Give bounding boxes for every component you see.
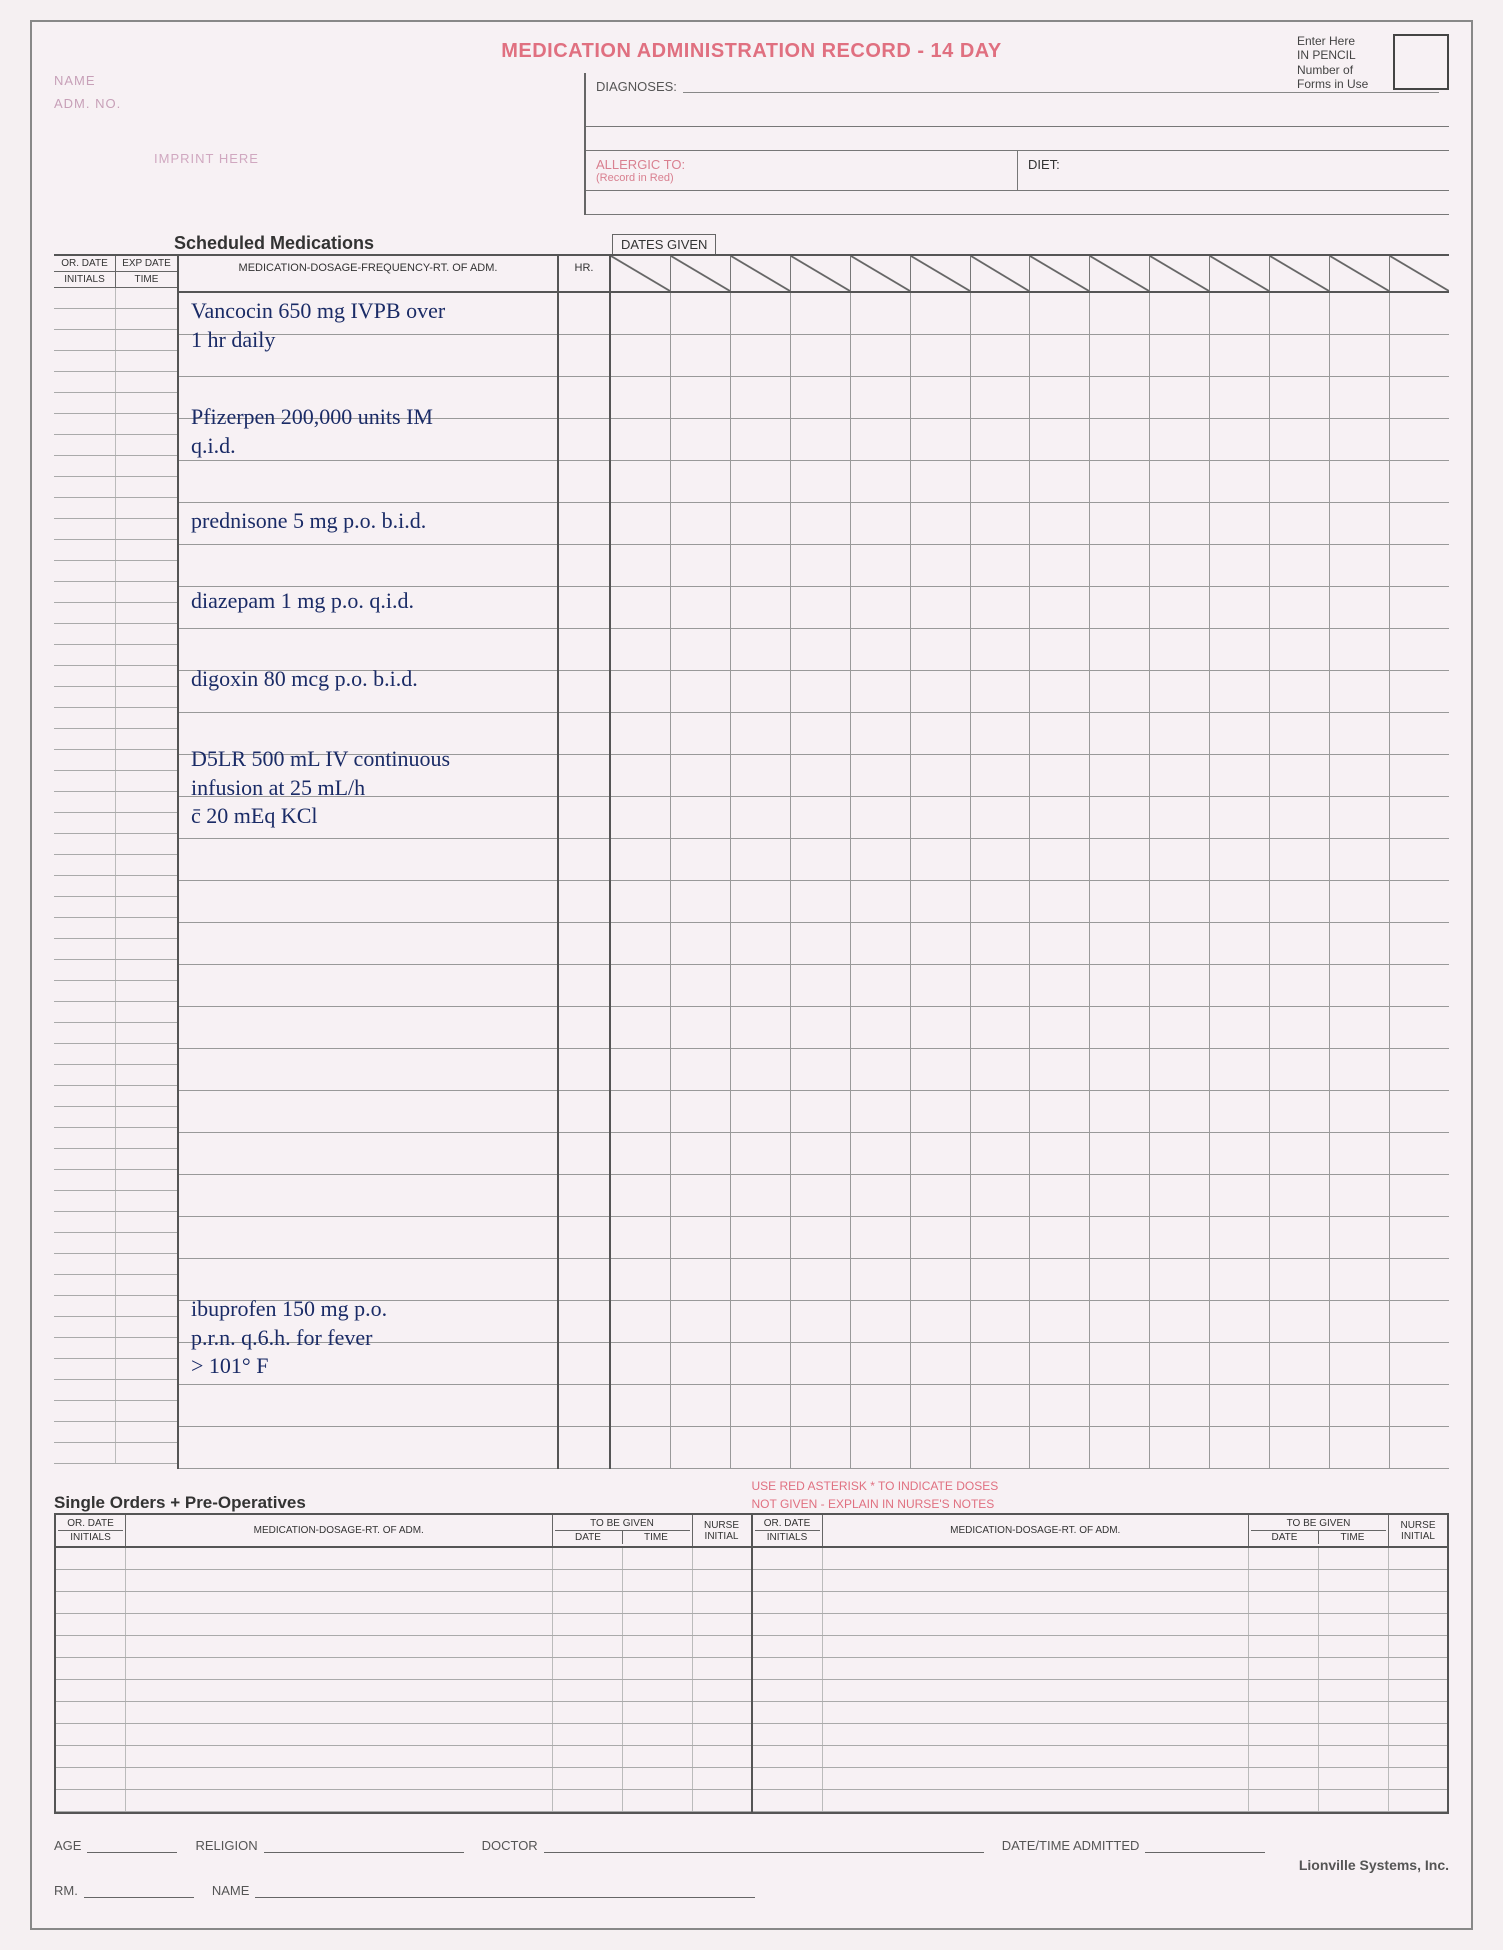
- footer: AGE RELIGION DOCTOR DATE/TIME ADMITTED L…: [54, 1838, 1449, 1898]
- dates-given-label: DATES GIVEN: [612, 234, 716, 254]
- s-time: TIME: [623, 1531, 690, 1544]
- dates-body[interactable]: [611, 293, 1449, 1469]
- religion-field[interactable]: [264, 1839, 464, 1853]
- age-field[interactable]: [87, 1839, 177, 1853]
- diagnoses-label: DIAGNOSES:: [596, 79, 677, 120]
- rm-field[interactable]: [84, 1884, 194, 1898]
- pencil-l3: Number of: [1297, 63, 1353, 77]
- imprint-label: IMPRINT HERE: [154, 151, 584, 166]
- s-or-date: OR. DATE: [58, 1517, 123, 1531]
- single-orders-grid: OR. DATE INITIALS MEDICATION-DOSAGE-RT. …: [54, 1513, 1449, 1814]
- doctor-field[interactable]: [544, 1839, 984, 1853]
- s2-med: MEDICATION-DOSAGE-RT. OF ADM.: [823, 1515, 1250, 1546]
- s-med: MEDICATION-DOSAGE-RT. OF ADM.: [126, 1515, 553, 1546]
- s2-date: DATE: [1251, 1531, 1319, 1544]
- form-title: MEDICATION ADMINISTRATION RECORD - 14 DA…: [54, 40, 1449, 63]
- allergic-sub: (Record in Red): [596, 172, 1007, 184]
- red-note-1: USE RED ASTERISK * TO INDICATE DOSES: [752, 1479, 1450, 1493]
- s-nurse: NURSE INITIAL: [693, 1515, 751, 1546]
- scheduled-meds-title: Scheduled Medications: [54, 233, 612, 254]
- col-hr: HR.: [559, 256, 609, 293]
- dates-head: [611, 256, 1449, 293]
- handwritten-entry-5: D5LR 500 mL IV continuous infusion at 25…: [191, 745, 549, 831]
- single-left-body[interactable]: [56, 1548, 751, 1812]
- col-or-date: OR. DATE: [54, 256, 116, 271]
- forms-count-input[interactable]: [1393, 34, 1449, 90]
- name-label: NAME: [54, 73, 584, 88]
- diet-label: DIET:: [1028, 157, 1060, 172]
- s-date: DATE: [555, 1531, 623, 1544]
- red-note-2: NOT GIVEN - EXPLAIN IN NURSE'S NOTES: [752, 1497, 1450, 1511]
- f-name: NAME: [212, 1883, 250, 1898]
- handwritten-entry-4: digoxin 80 mcg p.o. b.i.d.: [191, 665, 549, 694]
- pencil-l1: Enter Here: [1297, 34, 1355, 48]
- f-age: AGE: [54, 1838, 81, 1853]
- handwritten-entry-0: Vancocin 650 mg IVPB over 1 hr daily: [191, 297, 549, 354]
- f-dta: DATE/TIME ADMITTED: [1002, 1838, 1140, 1853]
- f-doctor: DOCTOR: [482, 1838, 538, 1853]
- col-exp-date: EXP DATE: [116, 256, 177, 271]
- col-initials: INITIALS: [54, 272, 116, 287]
- single-right-body[interactable]: [753, 1548, 1448, 1812]
- forms-in-use-box: Enter Here IN PENCIL Number of Forms in …: [1297, 34, 1449, 92]
- s2-or-date: OR. DATE: [755, 1517, 820, 1531]
- s-tbg: TO BE GIVEN: [555, 1517, 690, 1531]
- handwritten-entry-2: prednisone 5 mg p.o. b.i.d.: [191, 507, 549, 536]
- s-initials: INITIALS: [58, 1531, 123, 1544]
- allergic-label: ALLERGIC TO:: [596, 157, 685, 172]
- col-medication: MEDICATION-DOSAGE-FREQUENCY-RT. OF ADM.: [179, 256, 557, 293]
- initials-rows[interactable]: [54, 288, 177, 1464]
- vendor-label: Lionville Systems, Inc.: [54, 1857, 1449, 1873]
- s2-tbg: TO BE GIVEN: [1251, 1517, 1386, 1531]
- hr-body[interactable]: [559, 293, 609, 1469]
- s2-time: TIME: [1319, 1531, 1386, 1544]
- adm-no-label: ADM. NO.: [54, 96, 584, 111]
- handwritten-entry-1: Pfizerpen 200,000 units IM q.i.d.: [191, 403, 549, 460]
- scheduled-grid: OR. DATE EXP DATE INITIALS TIME MEDICATI…: [54, 254, 1449, 1469]
- mar-form: Enter Here IN PENCIL Number of Forms in …: [30, 20, 1473, 1930]
- col-time: TIME: [116, 272, 177, 287]
- s2-initials: INITIALS: [755, 1531, 820, 1544]
- f-rm: RM.: [54, 1883, 78, 1898]
- pencil-l4: Forms in Use: [1297, 77, 1368, 91]
- dta-field[interactable]: [1145, 1839, 1265, 1853]
- pencil-l2: IN PENCIL: [1297, 48, 1356, 62]
- handwritten-entry-3: diazepam 1 mg p.o. q.i.d.: [191, 587, 549, 616]
- f-religion: RELIGION: [195, 1838, 257, 1853]
- handwritten-entry-6: ibuprofen 150 mg p.o. p.r.n. q.6.h. for …: [191, 1295, 549, 1381]
- single-orders-title: Single Orders + Pre-Operatives: [54, 1493, 752, 1513]
- name-field[interactable]: [255, 1884, 755, 1898]
- medication-body[interactable]: Vancocin 650 mg IVPB over 1 hr daily Pfiz…: [179, 293, 557, 1469]
- s2-nurse: NURSE INITIAL: [1389, 1515, 1447, 1546]
